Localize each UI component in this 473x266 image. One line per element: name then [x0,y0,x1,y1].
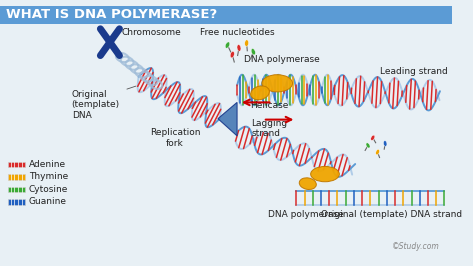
Text: Lagging
strand: Lagging strand [251,119,288,138]
FancyBboxPatch shape [8,174,25,180]
Ellipse shape [251,48,255,55]
Polygon shape [218,102,237,136]
FancyBboxPatch shape [8,199,25,205]
Text: Adenine: Adenine [29,160,66,169]
Ellipse shape [376,149,379,155]
Text: Free nucleotides: Free nucleotides [200,28,274,37]
Ellipse shape [366,143,370,148]
Text: Cytosine: Cytosine [29,185,68,194]
Ellipse shape [225,42,230,48]
Text: Thymine: Thymine [29,172,68,181]
Text: Leading strand: Leading strand [380,67,448,76]
FancyBboxPatch shape [0,6,452,24]
Text: Guanine: Guanine [29,197,67,206]
Text: WHAT IS DNA POLYMERASE?: WHAT IS DNA POLYMERASE? [6,9,217,22]
Text: Chromosome: Chromosome [122,28,181,37]
Ellipse shape [384,141,387,146]
Ellipse shape [371,135,375,140]
Text: DNA polymerase: DNA polymerase [268,210,344,219]
Ellipse shape [245,40,248,47]
Text: Helicase: Helicase [250,101,289,110]
Ellipse shape [251,86,270,100]
Text: Original (template) DNA strand: Original (template) DNA strand [321,210,463,219]
Ellipse shape [230,51,234,58]
FancyBboxPatch shape [8,162,25,167]
Text: DNA polymerase: DNA polymerase [244,55,320,64]
FancyBboxPatch shape [8,186,25,192]
Text: Replication
fork: Replication fork [149,128,200,148]
Ellipse shape [299,178,316,189]
Ellipse shape [311,167,339,182]
Ellipse shape [237,45,241,51]
Text: Original
(template)
DNA: Original (template) DNA [72,90,120,120]
Ellipse shape [262,75,292,92]
Text: ©Study.com: ©Study.com [392,242,440,251]
